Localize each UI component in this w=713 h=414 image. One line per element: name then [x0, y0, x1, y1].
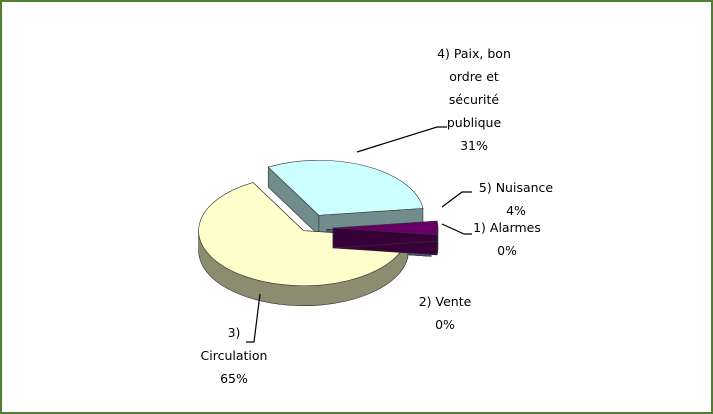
pie-slice	[198, 182, 409, 287]
pie-slice	[267, 159, 424, 216]
pie-slice	[332, 220, 439, 236]
value-label: 4%	[506, 203, 526, 218]
category-label: 4) Paix, bon ordre et sécurité publique	[437, 46, 511, 130]
category-label: 5) Nuisance	[478, 180, 554, 195]
leader-line	[441, 191, 472, 208]
leader-line	[246, 293, 261, 343]
slice-label: 5) Nuisance 4%	[466, 176, 566, 222]
leader-line	[356, 126, 447, 153]
leader-line	[441, 223, 472, 235]
value-label: 0%	[497, 243, 517, 258]
slice-label: 2) Vente 0%	[400, 290, 490, 336]
value-label: 31%	[460, 138, 488, 153]
slice-label: 1) Alarmes 0%	[467, 216, 547, 262]
category-label: 2) Vente	[418, 294, 472, 309]
category-label: 1) Alarmes	[473, 220, 541, 235]
slice-label: 4) Paix, bon ordre et sécurité publique 3…	[426, 42, 522, 157]
value-label: 0%	[435, 317, 455, 332]
category-label: 3) Circulation	[200, 325, 268, 363]
value-label: 65%	[220, 371, 248, 386]
slice-label: 3) Circulation 65%	[198, 321, 270, 390]
